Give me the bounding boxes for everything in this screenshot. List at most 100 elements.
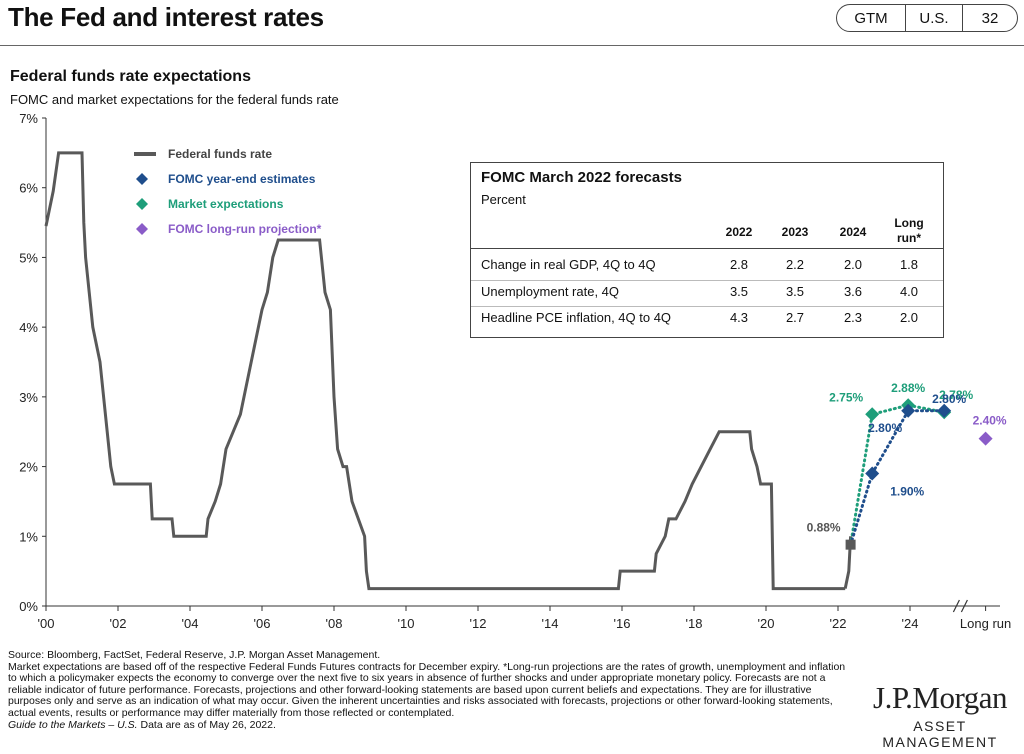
x-tick-label: '08 bbox=[326, 616, 343, 631]
table-row-divider bbox=[471, 280, 943, 281]
points-layer bbox=[845, 398, 993, 550]
current-rate-point bbox=[845, 539, 856, 550]
table-cell: 3.6 bbox=[843, 284, 863, 299]
fomc-estimate-label: 1.90% bbox=[890, 485, 924, 499]
table-cell: 2.0 bbox=[899, 310, 919, 325]
fomc-estimate-point bbox=[937, 403, 952, 418]
table-cell: 2.0 bbox=[843, 257, 863, 272]
labels-layer: 0.88% 2.75% 2.88% 2.78% 1.90% 2.80% 2.80% 2.40% bbox=[807, 381, 1007, 534]
legend-diamond-swatch bbox=[136, 173, 148, 185]
chart-subtitle: FOMC and market expectations for the fed… bbox=[10, 92, 339, 107]
table-cell: 2.7 bbox=[785, 310, 805, 325]
table-header-divider bbox=[471, 248, 943, 249]
x-tick-label: '06 bbox=[254, 616, 271, 631]
legend-diamond-swatch bbox=[136, 198, 148, 210]
market-expectations-line bbox=[849, 403, 946, 547]
x-tick-label: '14 bbox=[542, 616, 559, 631]
x-tick-label: '16 bbox=[614, 616, 631, 631]
table-cell: 4.3 bbox=[729, 310, 749, 325]
legend-diamond-swatch bbox=[136, 223, 148, 235]
table-col-header: 2022 bbox=[725, 225, 753, 239]
market-expectation-point bbox=[865, 407, 880, 422]
series-layer bbox=[44, 151, 946, 591]
table-row: Change in real GDP, 4Q to 4Q 2.8 2.2 2.0… bbox=[471, 253, 943, 277]
current-rate-label: 0.88% bbox=[807, 521, 841, 535]
market-expectation-label: 2.78% bbox=[939, 388, 973, 402]
source-note: Source: Bloomberg, FactSet, Federal Rese… bbox=[8, 649, 381, 661]
x-tick-label: '00 bbox=[38, 616, 55, 631]
y-tick-label: 0% bbox=[19, 599, 38, 614]
table-col-header: 2023 bbox=[781, 225, 809, 239]
legend-label: FOMC year-end estimates bbox=[168, 172, 316, 186]
table-col-header-long-run: Long run* bbox=[884, 216, 934, 246]
y-tick-label: 7% bbox=[19, 111, 38, 126]
logo-name: J.P.Morgan bbox=[873, 680, 1007, 715]
market-expectation-label: 2.88% bbox=[891, 381, 925, 395]
guide-note: Guide to the Markets – U.S. Data are as … bbox=[8, 718, 848, 732]
x-tick-label: '20 bbox=[758, 616, 775, 631]
table-subtitle: Percent bbox=[481, 192, 526, 207]
page-number: 32 bbox=[981, 9, 999, 27]
table-cell: 1.8 bbox=[899, 257, 919, 272]
table-row-label: Headline PCE inflation, 4Q to 4Q bbox=[481, 310, 672, 325]
table-cell: 4.0 bbox=[899, 284, 919, 299]
x-tick-label: '10 bbox=[398, 616, 415, 631]
legend-label: Market expectations bbox=[168, 197, 284, 211]
gtm-badge-label: GTM bbox=[837, 5, 906, 31]
footnotes: Source: Bloomberg, FactSet, Federal Rese… bbox=[8, 649, 848, 732]
long-run-projection-label: 2.40% bbox=[973, 414, 1007, 428]
table-cell: 2.2 bbox=[785, 257, 805, 272]
y-tick-label: 6% bbox=[19, 181, 38, 196]
y-tick-label: 2% bbox=[19, 460, 38, 475]
table-col-header-line: Long bbox=[894, 216, 924, 230]
data-date: Data are as of May 26, 2022. bbox=[140, 718, 276, 731]
y-tick-label: 4% bbox=[19, 320, 38, 335]
methodology-note: Market expectations are based off of the… bbox=[8, 660, 846, 719]
fomc-estimate-point bbox=[901, 403, 916, 418]
table-col-header-line: run* bbox=[897, 231, 921, 245]
title-divider bbox=[0, 45, 1024, 46]
table-col-header: 2024 bbox=[839, 225, 867, 239]
fed-funds-rate-line bbox=[44, 151, 846, 591]
fomc-estimates-line bbox=[849, 409, 946, 547]
table-row-divider bbox=[471, 306, 943, 307]
table-row-label: Unemployment rate, 4Q bbox=[481, 284, 620, 299]
y-tick-label: 5% bbox=[19, 250, 38, 265]
table-title: FOMC March 2022 forecasts bbox=[481, 169, 682, 186]
jpmorgan-logo: J.P.Morgan ASSET MANAGEMENT bbox=[862, 680, 1018, 750]
fomc-estimate-point bbox=[865, 466, 880, 481]
fed-funds-chart: 0% 1% 2% 3% 4% 5% 6% 7% '00 '02 '04 '06 '08 '10 '12 '14… bbox=[19, 111, 1011, 631]
x-tick-label: '22 bbox=[830, 616, 847, 631]
chart-title: Federal funds rate expectations bbox=[10, 68, 251, 85]
market-expectation-label: 2.75% bbox=[829, 390, 863, 404]
table-row: Unemployment rate, 4Q 3.5 3.5 3.6 4.0 bbox=[471, 280, 943, 304]
fomc-estimate-label: 2.80% bbox=[868, 421, 902, 435]
region-badge-label: U.S. bbox=[906, 5, 963, 31]
x-tick-label: '24 bbox=[902, 616, 919, 631]
x-tick-label: '04 bbox=[182, 616, 199, 631]
fomc-estimate-label: 2.80% bbox=[932, 392, 966, 406]
long-run-projection-point bbox=[978, 431, 993, 446]
x-tick-label: '02 bbox=[110, 616, 127, 631]
page-title: The Fed and interest rates bbox=[8, 2, 324, 32]
legend-label: Federal funds rate bbox=[168, 147, 272, 161]
axis-break-mark bbox=[952, 599, 960, 613]
table-cell: 2.8 bbox=[729, 257, 749, 272]
y-tick-label: 1% bbox=[19, 529, 38, 544]
logo-subtitle: ASSET MANAGEMENT bbox=[882, 718, 998, 750]
x-tick-label: Long run bbox=[960, 616, 1011, 631]
table-cell: 3.5 bbox=[729, 284, 749, 299]
x-tick-label: '18 bbox=[686, 616, 703, 631]
y-tick-label: 3% bbox=[19, 390, 38, 405]
gtm-badge: GTM U.S. 32 bbox=[836, 4, 1018, 32]
legend-label: FOMC long-run projection* bbox=[168, 222, 322, 236]
table-row-label: Change in real GDP, 4Q to 4Q bbox=[481, 257, 656, 272]
table-cell: 3.5 bbox=[785, 284, 805, 299]
axes-layer: 0% 1% 2% 3% 4% 5% 6% 7% '00 '02 '04 '06 '08 '10 '12 '14… bbox=[19, 111, 1011, 631]
fomc-forecasts-table: FOMC March 2022 forecasts Percent 2022 2… bbox=[470, 162, 944, 338]
table-cell: 2.3 bbox=[843, 310, 863, 325]
legend: Federal funds rate FOMC year-end estimate… bbox=[134, 147, 322, 236]
table-row: Headline PCE inflation, 4Q to 4Q 4.3 2.7… bbox=[471, 306, 943, 330]
x-tick-label: '12 bbox=[470, 616, 487, 631]
guide-title: Guide to the Markets – U.S. bbox=[8, 718, 138, 731]
